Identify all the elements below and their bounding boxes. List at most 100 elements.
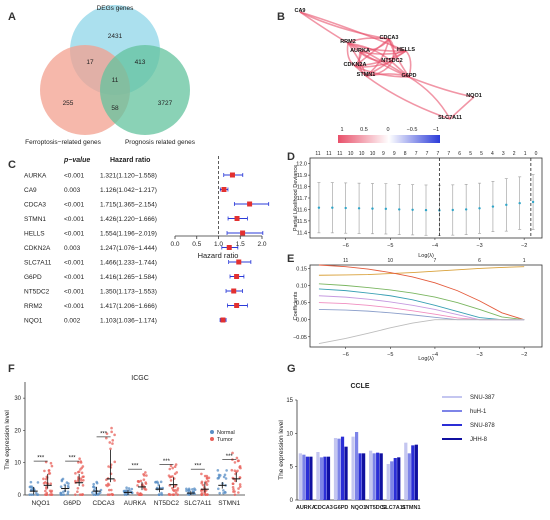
forest-pvalue: <0.001 xyxy=(64,202,84,209)
colorbar-tick: −1 xyxy=(433,127,439,133)
y-tick-label: 30 xyxy=(14,396,21,402)
x-tick-label: −6 xyxy=(343,352,349,358)
coefficient-path xyxy=(318,283,525,321)
network-edge xyxy=(388,38,410,78)
legend-label: JHH-8 xyxy=(470,437,488,443)
y-tick-label: 12.0 xyxy=(296,162,307,168)
jitter-point xyxy=(200,481,203,485)
forest-hr-text: 1.426(1.220−1.666) xyxy=(100,216,157,223)
jitter-point xyxy=(110,426,113,430)
jitter-point xyxy=(36,481,40,484)
y-tick-label: 20 xyxy=(14,428,21,434)
top-count-label: 11 xyxy=(326,151,331,157)
x-tick-label: −4 xyxy=(432,243,438,249)
legend-dot-tumor xyxy=(210,437,214,441)
forest-hr-text: 1.554(1.196−2.019) xyxy=(100,231,157,238)
forest-pvalue: <0.001 xyxy=(64,260,84,267)
bar xyxy=(351,436,355,500)
jitter-point xyxy=(205,483,209,486)
x-tick-label: −2 xyxy=(521,243,527,249)
jitter-point xyxy=(66,492,70,496)
colorbar-tick: 0 xyxy=(386,127,389,133)
panel-label-b: B xyxy=(277,11,285,23)
x-category-label: G6PD xyxy=(63,500,81,507)
forest-point xyxy=(220,317,226,323)
data-point xyxy=(411,208,414,211)
x-tick-label: 1.5 xyxy=(236,241,245,248)
chart-title: CCLE xyxy=(350,383,369,390)
forest-x-label: Hazard ratio xyxy=(198,251,239,260)
top-count-label: 7 xyxy=(447,151,450,157)
data-point xyxy=(344,206,347,210)
network-node-label: HELLS xyxy=(397,47,415,53)
bar xyxy=(323,456,327,500)
jitter-point xyxy=(200,472,203,476)
bar xyxy=(344,446,348,500)
jitter-point xyxy=(200,493,203,496)
forest-point xyxy=(240,230,246,236)
forest-hr-text: 1.247(1.076−1.444) xyxy=(100,245,157,252)
jitter-point xyxy=(78,457,81,460)
y-tick-label: 15 xyxy=(286,398,293,404)
bar xyxy=(390,461,394,500)
bar xyxy=(397,457,401,500)
jitter-point xyxy=(174,463,178,466)
jitter-point xyxy=(48,472,52,475)
forest-pvalue: <0.001 xyxy=(64,303,84,310)
jitter-point xyxy=(62,493,66,496)
y-tick-label: 11.4 xyxy=(297,230,307,236)
coefficient-path xyxy=(318,264,525,321)
jitter-point xyxy=(154,480,157,484)
jitter-point xyxy=(28,493,31,496)
jitter-point xyxy=(218,491,221,495)
data-point xyxy=(478,207,481,210)
forest-hr-text: 1.321(1.120−1.558) xyxy=(100,173,157,180)
jitter-point xyxy=(169,464,173,468)
network-node-label: G6PD xyxy=(402,73,417,79)
jitter-point xyxy=(206,493,209,496)
top-count-label: 8 xyxy=(404,151,407,157)
x-tick-label: 0.5 xyxy=(192,241,201,248)
jitter-point xyxy=(233,469,237,473)
top-count-label: 4 xyxy=(491,151,494,157)
panel-label-g: G xyxy=(287,363,296,375)
x-category-label: AURKA xyxy=(296,505,316,511)
jitter-point xyxy=(137,480,141,484)
bar xyxy=(340,436,345,500)
top-count-label: 10 xyxy=(359,151,365,157)
jitter-point xyxy=(42,481,46,485)
jitter-point xyxy=(111,439,115,442)
jitter-point xyxy=(62,490,65,494)
jitter-point xyxy=(76,470,80,474)
bar xyxy=(376,452,380,500)
bar xyxy=(354,432,359,500)
panel-label-d: D xyxy=(287,151,295,163)
significance-label: *** xyxy=(37,456,45,462)
forest-hr-text: 1.417(1.206−1.666) xyxy=(100,303,157,310)
jitter-point xyxy=(111,493,114,496)
bar xyxy=(372,453,376,500)
x-category-label: NQO1 xyxy=(32,500,51,507)
jitter-point xyxy=(231,485,235,489)
jitter-point xyxy=(216,469,220,472)
top-count-label: 9 xyxy=(393,151,396,157)
jitter-point xyxy=(127,487,131,490)
network-edge xyxy=(365,50,407,77)
top-count-label: 9 xyxy=(382,151,385,157)
jitter-point xyxy=(82,475,85,478)
jitter-point xyxy=(144,482,148,485)
bar xyxy=(302,454,306,500)
network-node-label: NQO1 xyxy=(466,93,482,99)
jitter-point xyxy=(236,459,240,463)
jitter-point xyxy=(66,484,70,488)
y-axis-title: The expression level xyxy=(4,410,11,470)
network-node-label: CA9 xyxy=(294,8,305,14)
x-axis-title: Log(λ) xyxy=(418,253,434,259)
jitter-point xyxy=(156,481,160,485)
jitter-point xyxy=(168,475,172,479)
x-category-label: NT5DC2 xyxy=(365,505,386,511)
jitter-point xyxy=(77,477,80,480)
bar xyxy=(414,444,418,500)
top-count-label: 3 xyxy=(502,151,505,157)
jitter-point xyxy=(77,461,80,464)
